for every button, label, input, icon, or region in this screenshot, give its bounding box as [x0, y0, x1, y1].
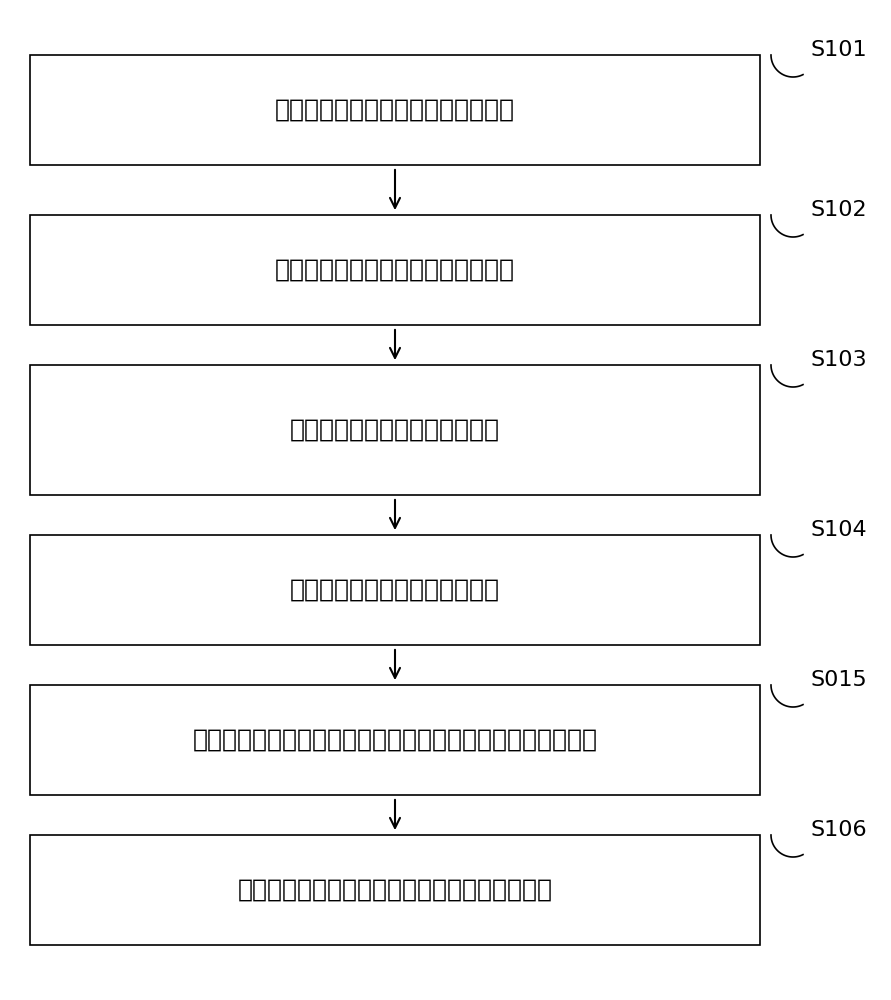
Text: S102: S102 [810, 200, 867, 220]
Text: S103: S103 [810, 350, 867, 370]
Bar [30, 55, 760, 165]
Bar [30, 215, 760, 325]
Text: 对经过划分后的岸线进行连接处理以形成海岸线: 对经过划分后的岸线进行连接处理以形成海岸线 [238, 878, 552, 902]
Text: 对含淤泥的粉砂淤泥质岸线进行划分: 对含淤泥的粉砂淤泥质岸线进行划分 [275, 258, 515, 282]
Bar [30, 535, 760, 645]
Text: 对岩石结构的基岩岸线进行划分: 对岩石结构的基岩岸线进行划分 [290, 418, 500, 442]
Bar [30, 685, 760, 795]
Text: S104: S104 [810, 520, 867, 540]
Text: 对弯折分布的河口岸线进行划分: 对弯折分布的河口岸线进行划分 [290, 578, 500, 602]
Bar [30, 835, 760, 945]
Text: 对包括码头、护岸、围堤、防波堤或盐田的人工岸线进行划分: 对包括码头、护岸、围堤、防波堤或盐田的人工岸线进行划分 [192, 728, 598, 752]
Text: S015: S015 [810, 670, 867, 690]
Text: 对波浪运动促成的沙质岸线进行划分: 对波浪运动促成的沙质岸线进行划分 [275, 98, 515, 122]
Text: S106: S106 [810, 820, 867, 840]
Bar [30, 365, 760, 495]
Text: S101: S101 [810, 40, 867, 60]
